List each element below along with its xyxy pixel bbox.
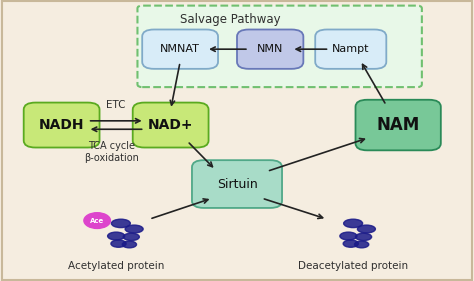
Text: Acetylated protein: Acetylated protein	[68, 260, 164, 271]
Ellipse shape	[355, 241, 369, 248]
Ellipse shape	[111, 219, 130, 228]
Text: Nampt: Nampt	[332, 44, 370, 54]
Text: NAD+: NAD+	[148, 118, 193, 132]
FancyBboxPatch shape	[315, 30, 386, 69]
FancyBboxPatch shape	[237, 30, 303, 69]
Text: ETC: ETC	[106, 100, 126, 110]
Text: NMN: NMN	[257, 44, 283, 54]
Ellipse shape	[108, 232, 125, 240]
Ellipse shape	[343, 240, 358, 247]
Ellipse shape	[356, 233, 372, 241]
Ellipse shape	[123, 233, 139, 241]
Text: Sirtuin: Sirtuin	[217, 178, 257, 191]
Ellipse shape	[125, 225, 143, 233]
Text: Deacetylated protein: Deacetylated protein	[298, 260, 408, 271]
Ellipse shape	[344, 219, 363, 228]
Ellipse shape	[340, 232, 357, 240]
FancyBboxPatch shape	[356, 100, 441, 150]
FancyBboxPatch shape	[133, 103, 209, 148]
Circle shape	[84, 213, 110, 228]
Ellipse shape	[111, 240, 126, 247]
Text: NMNAT: NMNAT	[160, 44, 200, 54]
Ellipse shape	[357, 225, 375, 233]
Ellipse shape	[122, 241, 137, 248]
Text: Ace: Ace	[90, 217, 104, 224]
FancyBboxPatch shape	[24, 103, 100, 148]
FancyBboxPatch shape	[137, 6, 422, 87]
Text: NAM: NAM	[376, 116, 420, 134]
Text: TCA cycle
β-oxidation: TCA cycle β-oxidation	[84, 141, 139, 163]
FancyBboxPatch shape	[142, 30, 218, 69]
FancyBboxPatch shape	[192, 160, 282, 208]
Text: Salvage Pathway: Salvage Pathway	[180, 13, 281, 26]
Text: NADH: NADH	[39, 118, 84, 132]
